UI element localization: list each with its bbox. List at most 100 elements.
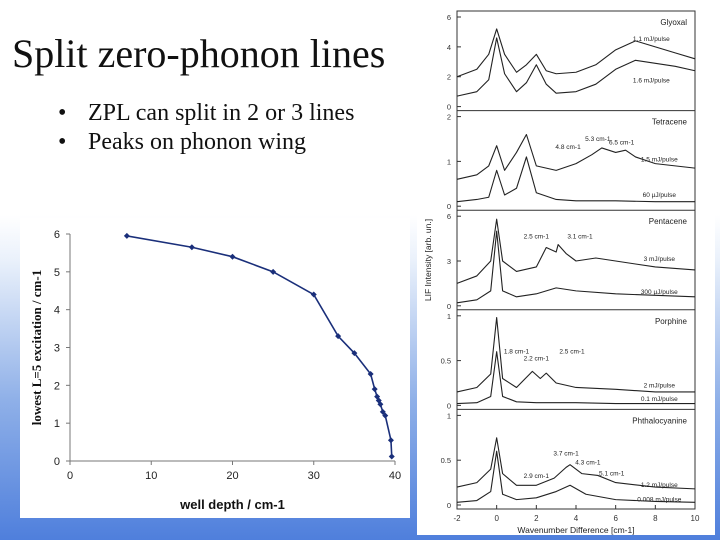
data-point [335,333,342,340]
panel-annotation: 3 mJ/pulse [644,256,676,263]
panel-annotation: 3.7 cm-1 [553,451,579,458]
y-tick-label: 3 [54,343,60,355]
panel-annotation: 300 µJ/pulse [641,289,678,296]
x-tick-label: 40 [389,470,401,482]
chart-background [417,5,715,535]
spectrum-line [456,437,696,490]
spectrum-line [456,450,696,503]
chart-background [20,218,410,518]
panel-annotation: 4.3 cm-1 [575,460,601,467]
panel-annotation: 2.5 cm-1 [524,234,550,241]
panel-name: Pentacene [649,217,688,226]
panel-name: Tetracene [652,118,688,127]
x-tick-label: -2 [453,514,461,523]
data-point [367,370,374,377]
x-tick-label: 20 [226,470,238,482]
panel-name: Porphine [655,317,688,326]
panel-annotation: 60 µJ/pulse [643,192,677,199]
y-tick-label: 0 [447,501,451,510]
y-tick-label: 6 [447,13,451,22]
x-tick-label: 10 [145,470,157,482]
y-axis-label: LIF Intensity [arb. un.] [423,219,433,301]
data-point [382,412,389,419]
spectrum-line [456,37,696,97]
data-point [371,386,378,393]
excitation-vs-depth-chart: 0 1 2 3 4 5 6 0 10 20 30 40 well depth / cm-1 lowest … [20,218,410,518]
data-point [387,437,394,444]
data-point [351,350,358,357]
series-line [126,235,393,457]
x-tick-label: 8 [653,514,658,523]
panel-annotation: 2.9 cm-1 [524,473,550,480]
x-tick-label: 4 [574,514,579,523]
x-tick-label: 30 [308,470,320,482]
panel-annotation: 3.1 cm-1 [567,234,593,241]
spectrum-line [456,133,696,180]
spectrum-line [456,218,696,284]
x-tick-label: 2 [534,514,539,523]
y-tick-label: 4 [54,305,60,317]
slide-title: Split zero-phonon lines [12,31,386,76]
y-tick-label: 0 [447,302,451,311]
x-axis-label: well depth / cm-1 [179,497,285,512]
data-point [374,393,381,400]
x-tick-label: 0 [67,470,73,482]
panel-annotation: 5.1 cm-1 [599,470,625,477]
data-point [388,453,395,460]
spectrum-line [456,317,695,393]
y-tick-label: 2 [447,73,451,82]
x-axis-label: Wavenumber Difference [cm-1] [517,525,634,535]
panel-name: Glyoxal [660,18,687,27]
data-point [310,291,317,298]
y-tick-label: 4 [447,43,451,52]
data-point [188,244,195,251]
y-tick-label: 6 [54,229,60,241]
y-tick-label: 0 [447,401,451,410]
spectrum-line [456,230,696,304]
y-tick-label: 0.5 [441,456,451,465]
panel-annotation: 5.3 cm-1 [585,136,611,143]
y-tick-label: 0 [54,456,60,468]
x-tick-label: 6 [613,514,618,523]
y-tick-label: 1 [54,418,60,430]
y-axis-label: lowest L=5 excitation / cm-1 [29,270,44,425]
y-tick-label: 6 [447,212,451,221]
y-tick-label: 2 [447,113,451,122]
bullet-item: ZPL can split in 2 or 3 lines [58,100,388,127]
panel-annotation: 1.8 cm-1 [504,348,530,355]
spectrum-line [456,351,695,405]
bullet-list: ZPL can split in 2 or 3 lines Peaks on p… [58,100,388,158]
panel-annotation: 0.1 mJ/pulse [641,396,678,403]
x-tick-label: 0 [494,514,499,523]
panel-annotation: 2 mJ/pulse [644,382,676,389]
data-point [270,268,277,275]
panel-annotation: 1.1 mJ/pulse [633,36,670,43]
panel-annotation: 4.8 cm-1 [555,144,581,151]
spectrum-line [456,156,695,203]
y-tick-label: 1 [447,312,451,321]
panel-annotation: 6.5 cm-1 [609,139,635,146]
x-tick-label: 10 [691,514,700,523]
y-tick-label: 0 [447,202,451,211]
y-tick-label: 1 [447,157,451,166]
data-point [377,401,384,408]
panel-annotation: 1.5 mJ/pulse [641,156,678,163]
panel-annotation: 1.2 mJ/pulse [641,482,678,489]
panel-name: Phthalocyanine [632,416,687,425]
y-tick-label: 2 [54,380,60,392]
bullet-item: Peaks on phonon wing [58,129,388,156]
data-point [375,397,382,404]
panel-annotation: 0.008 mJ/pulse [637,496,681,503]
y-tick-label: 0 [447,103,451,112]
panel-annotation: 2.5 cm-1 [559,348,585,355]
y-tick-label: 1 [447,411,451,420]
panel-annotation: 1.6 mJ/pulse [633,78,670,85]
data-point [379,408,386,415]
spectrum-line [456,28,696,78]
y-tick-label: 3 [447,257,451,266]
panel-annotation: 2.2 cm-1 [524,356,550,363]
y-tick-label: 0.5 [441,357,451,366]
data-point [123,232,130,239]
